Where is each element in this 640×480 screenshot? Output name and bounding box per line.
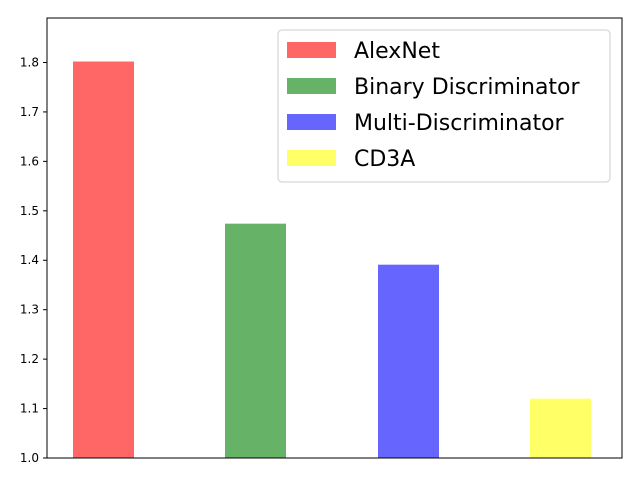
y-axis: 1.0 1.1 1.2 1.3 1.4 1.5 1.6 1.7 1.8 [20,55,47,465]
legend-swatch [287,150,336,166]
y-tick-label: 1.3 [20,303,39,317]
bars-group [73,61,591,459]
bar-alexnet [73,61,134,459]
legend: AlexNet Binary Discriminator Multi-Discrim… [277,29,611,183]
legend-swatch [287,78,336,94]
plot-frame [46,17,623,459]
legend-box [277,29,611,183]
y-tick-label: 1.6 [20,154,39,168]
bar-cd3a [530,398,591,458]
y-tick-label: 1.0 [20,451,39,465]
y-tick-label: 1.7 [20,105,39,119]
y-tick-label: 1.5 [20,204,39,218]
legend-swatch [287,114,336,130]
y-tick-label: 1.1 [20,402,39,416]
y-tick-label: 1.2 [20,352,39,366]
legend-entry-label: AlexNet [354,39,440,64]
legend-entry-label: Binary Discriminator [354,75,581,100]
y-tick-label: 1.8 [20,55,39,69]
legend-swatch [287,42,336,58]
legend-entry-label: CD3A [354,147,415,172]
y-tick-label: 1.4 [20,253,39,267]
bar-binary-discriminator [225,223,286,458]
legend-entry-label: Multi-Discriminator [354,111,565,136]
bar-multi-discriminator [378,264,439,458]
